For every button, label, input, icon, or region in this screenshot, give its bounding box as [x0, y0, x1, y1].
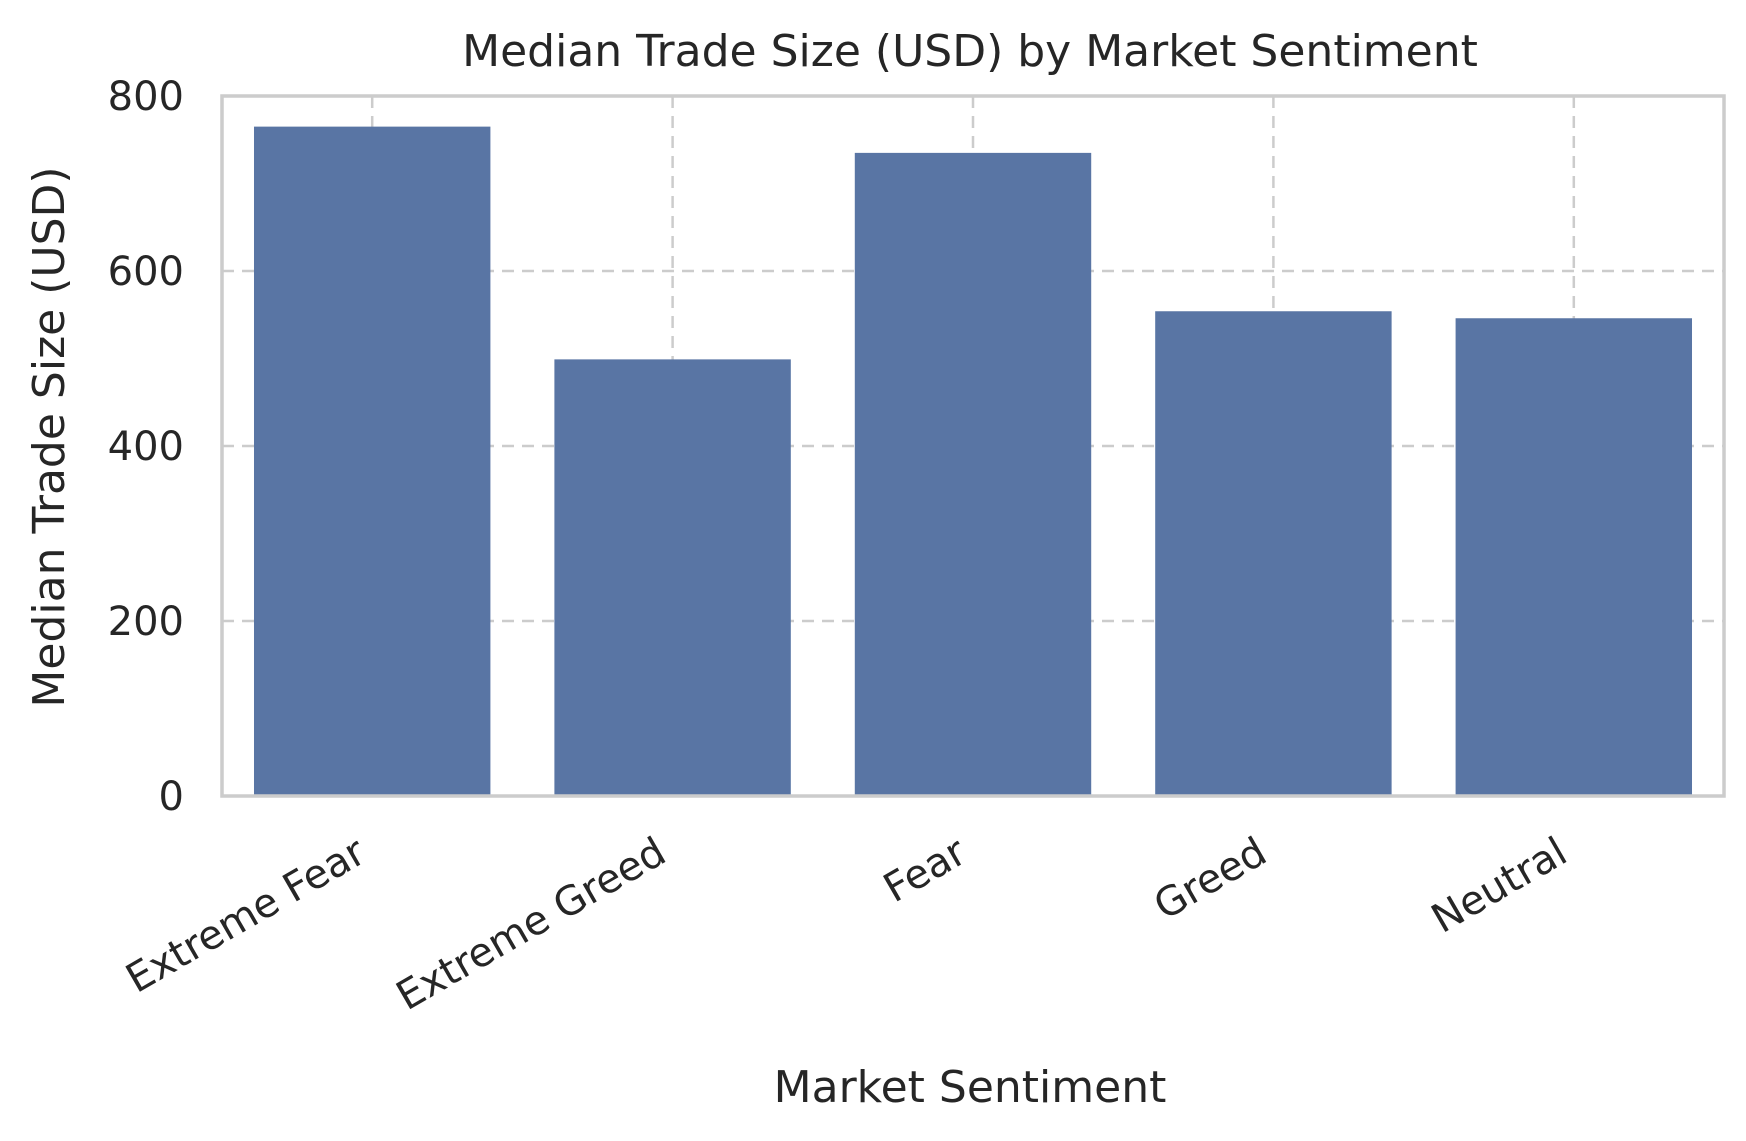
bar-neutral	[1455, 318, 1693, 796]
y-tick-label-200: 200	[108, 599, 184, 645]
bar-extreme-greed	[554, 359, 791, 796]
plot-frame	[220, 94, 1726, 798]
y-tick-label-0: 0	[159, 774, 184, 820]
bar-extreme-fear	[253, 126, 491, 796]
y-tick-label-400: 400	[108, 424, 184, 470]
y-axis-ticks: 0 200 400 600 800	[108, 74, 184, 820]
bars	[253, 126, 1693, 796]
bar-greed	[1155, 311, 1392, 796]
y-tick-label-800: 800	[108, 74, 184, 120]
chart-title: Median Trade Size (USD) by Market Sentim…	[462, 26, 1478, 77]
y-axis-label: Median Trade Size (USD)	[24, 166, 75, 707]
bar-fear	[854, 152, 1092, 796]
x-axis-label: Market Sentiment	[774, 1062, 1167, 1113]
y-tick-label-600: 600	[108, 249, 184, 295]
